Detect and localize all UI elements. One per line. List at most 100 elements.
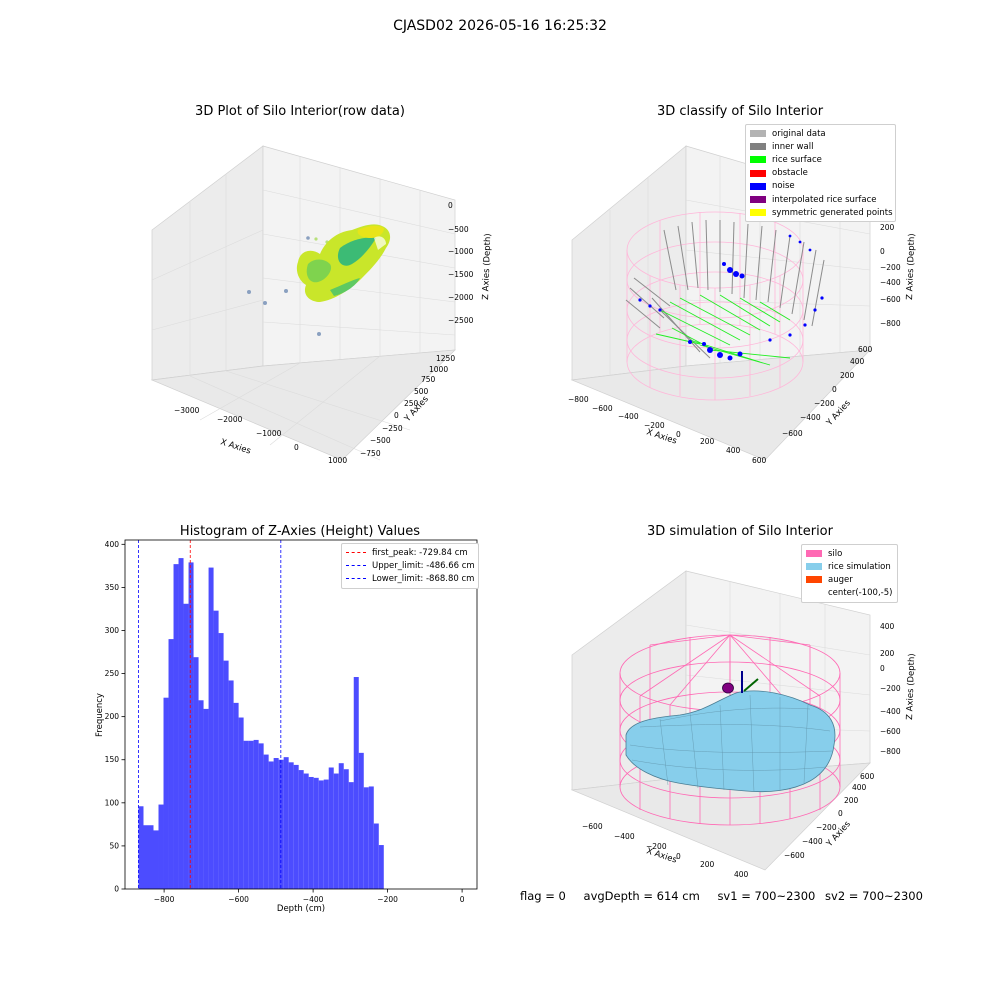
- classify-z-tick: −400: [880, 278, 901, 287]
- raw-grid-lines: [151, 156, 456, 461]
- histogram-y-tick-label: 350: [105, 583, 120, 592]
- histogram-bar: [278, 759, 284, 889]
- simulation-plot-title: 3D simulation of Silo Interior: [647, 524, 833, 539]
- histogram-bar: [193, 657, 199, 889]
- classify-z-tick: −600: [880, 295, 901, 304]
- histogram-x-tick-label: −600: [228, 895, 249, 904]
- raw-y-tick: 0: [394, 411, 399, 420]
- classify-y-tick: 200: [840, 371, 855, 380]
- histogram-bar: [213, 610, 219, 889]
- histogram-bar: [138, 806, 144, 889]
- sim-x-tick: −400: [614, 832, 635, 841]
- raw-z-tick: −2500: [448, 316, 474, 325]
- histogram-y-ticks: 0 50 100 150 200 250 300 350 400: [105, 540, 125, 894]
- legend-item: center(-100,-5): [806, 587, 893, 600]
- histogram-reference-lines: [138, 540, 282, 889]
- sim-z-label: Z Axies (Depth): [905, 653, 917, 720]
- raw-x-tick: −1000: [256, 429, 282, 438]
- raw-y-tick: 1000: [429, 365, 448, 374]
- sim-floor-pane: [570, 762, 871, 871]
- sim-y-tick: 200: [844, 796, 859, 805]
- classify-z-tick: −800: [880, 319, 901, 328]
- histogram-bar: [178, 558, 184, 889]
- raw-z-tick: 0: [448, 201, 453, 210]
- histogram-bar: [198, 700, 204, 889]
- histogram-bars: [138, 558, 384, 889]
- raw-y-tick: 500: [414, 387, 429, 396]
- sim-z-tick: −600: [880, 727, 901, 736]
- sim-center-marker: [722, 682, 734, 694]
- histogram-axes-frame: [124, 539, 478, 890]
- histogram-bar: [263, 754, 269, 889]
- histogram-bar: [318, 780, 324, 889]
- histogram-bar: [348, 782, 354, 889]
- histogram-bar: [233, 702, 239, 889]
- histogram-bar: [188, 562, 194, 889]
- histogram-bar: [313, 777, 319, 889]
- histogram-bar: [218, 633, 224, 889]
- legend-item: auger: [806, 573, 893, 586]
- histogram-x-tick-label: 0: [460, 895, 465, 904]
- histogram-bar: [343, 769, 349, 889]
- simulation-legend: silo rice simulation auger center(-100,-…: [801, 544, 898, 603]
- classify-x-tick: 400: [726, 446, 741, 455]
- legend-label: rice simulation: [828, 561, 891, 572]
- histogram-bar: [358, 752, 364, 889]
- legend-swatch: [750, 209, 766, 217]
- legend-item: inner wall: [750, 140, 891, 153]
- histogram-bar: [158, 804, 164, 889]
- status-sv2: sv2 = 700~2300: [825, 889, 923, 903]
- legend-item: Lower_limit: -868.80 cm: [346, 572, 474, 585]
- raw-z-label: Z Axies (Depth): [481, 233, 493, 300]
- legend-label: center(-100,-5): [828, 588, 893, 599]
- classify-z-tick: 200: [880, 223, 895, 232]
- legend-line: [346, 565, 366, 567]
- histogram-bar: [163, 697, 169, 889]
- raw-y-tick: −500: [370, 436, 391, 445]
- histogram-bar: [168, 639, 174, 889]
- histogram-bar: [378, 845, 384, 889]
- histogram-bar: [303, 773, 309, 889]
- sim-rice-mesh: [629, 694, 833, 793]
- legend-line: [346, 578, 366, 580]
- histogram-bar: [238, 717, 244, 889]
- histogram-bar: [203, 708, 209, 889]
- histogram-bar: [273, 758, 279, 889]
- raw-y-tick: 750: [421, 375, 436, 384]
- classify-x-tick: 600: [752, 456, 767, 465]
- raw-z-tick: −1000: [448, 247, 474, 256]
- sim-x-tick: −200: [646, 842, 667, 851]
- histogram-bar: [208, 567, 214, 889]
- raw-y-tick: −750: [360, 449, 381, 458]
- legend-label: Lower_limit: -868.80 cm: [372, 573, 475, 584]
- histogram-y-tick-label: 400: [105, 540, 120, 549]
- raw-plot-title: 3D Plot of Silo Interior(row data): [195, 104, 405, 119]
- legend-label: Upper_limit: -486.66 cm: [372, 560, 475, 571]
- legend-label: obstacle: [772, 168, 808, 179]
- histogram-y-tick-label: 300: [105, 626, 120, 635]
- classify-plot-title: 3D classify of Silo Interior: [656, 104, 824, 119]
- legend-swatch: [806, 576, 822, 584]
- raw-z-tick: −2000: [448, 293, 474, 302]
- raw-point-cloud: [296, 224, 391, 302]
- histogram-bar: [148, 825, 154, 889]
- legend-item: original data: [750, 127, 891, 140]
- raw-y-tick: 250: [404, 399, 419, 408]
- legend-label: interpolated rice surface: [772, 194, 877, 205]
- legend-item: Upper_limit: -486.66 cm: [346, 559, 475, 572]
- raw-z-tick: −500: [448, 225, 469, 234]
- status-sv1: sv1 = 700~2300: [717, 889, 816, 903]
- sim-x-tick: 200: [700, 860, 715, 869]
- histogram-bar: [323, 779, 329, 889]
- classify-3d-plot: 200 0 −200 −400 −600 −800 −800 −600 −400…: [568, 145, 917, 465]
- classify-left-pane: [571, 145, 687, 381]
- histogram-chart: −800 −600 −400 −200 0 0 50 100 150 200 250 300 350 4…: [95, 539, 478, 914]
- raw-y-tick: 1250: [436, 354, 455, 363]
- sim-z-tick: −800: [880, 747, 901, 756]
- histogram-bar: [143, 825, 149, 889]
- legend-swatch: [750, 143, 766, 151]
- sim-x-tick: 400: [734, 870, 749, 879]
- histogram-bar: [333, 773, 339, 889]
- sim-z-tick: 400: [880, 622, 895, 631]
- histogram-bar: [268, 761, 274, 889]
